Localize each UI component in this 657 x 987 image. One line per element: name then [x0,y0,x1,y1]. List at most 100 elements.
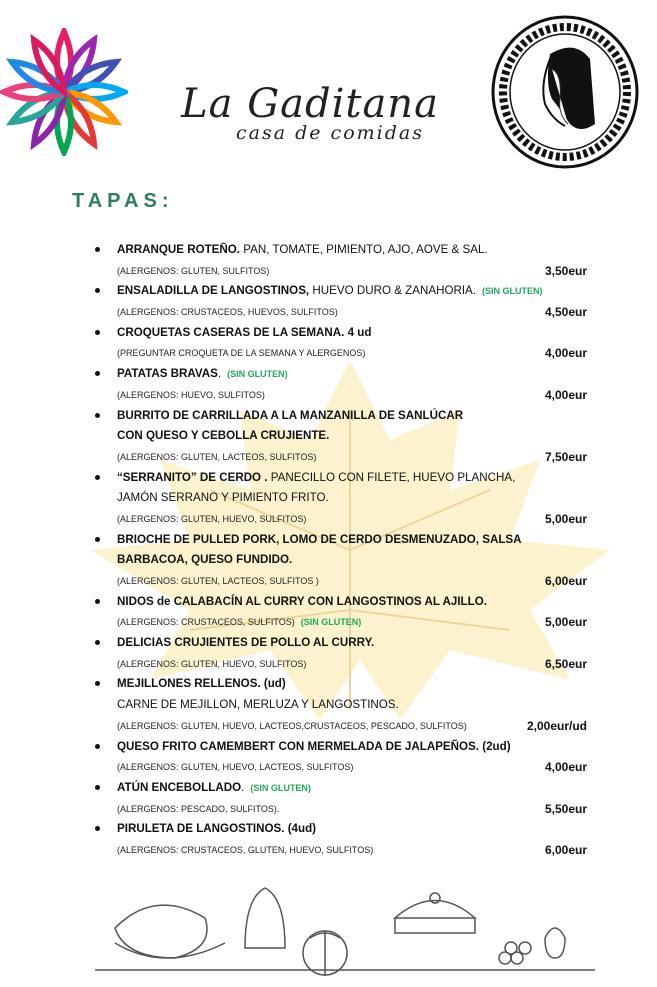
menu-item: QUESO FRITO CAMEMBERT CON MERMELADA DE J… [95,737,587,778]
item-price: 5,00eur [544,615,587,630]
item-allergens: (ALERGENOS: CRUSTACEOS, HUEVOS, SULFITOS… [117,307,338,318]
item-price: 4,00eur [544,387,587,402]
item-allergens: (ALERGENOS: GLUTEN, LACTEOS, SULFITOS) [117,451,317,462]
multicolor-flower-logo [0,28,128,156]
item-description: JAMÓN SERRANO Y PIMIENTO FRITO. [117,491,329,505]
menu-item: NIDOS de CALABACÍN AL CURRY CON LANGOSTI… [95,592,587,633]
item-allergens: (ALERGENOS: CRUSTACEOS, SULFITOS) [117,617,295,628]
maple-leaf-background [90,360,610,720]
item-line: BARBACOA, QUESO FUNDIDO. [117,550,587,571]
menu-item: BRIOCHE DE PULLED PORK, LOMO DE CERDO DE… [95,530,587,592]
item-line: CARNE DE MEJILLON, MERLUZA Y LANGOSTINOS… [117,695,587,716]
item-line: BURRITO DE CARRILLADA A LA MANZANILLA DE… [117,406,587,427]
item-allergens: (ALERGENOS: GLUTEN, SULFITOS) [117,265,270,276]
brand-subtitle: casa de comidas [236,122,424,144]
item-name: ARRANQUE ROTEÑO. [117,243,241,256]
item-price: 4,50eur [544,305,587,320]
allergen-line: (ALERGENOS: GLUTEN, HUEVO, SULFITOS) 5,00… [117,509,587,530]
item-price: 6,50eur [544,656,587,671]
brand-name: La Gaditana [181,81,439,127]
item-line: DELICIAS CRUJIENTES DE POLLO AL CURRY. [117,633,587,654]
item-name: NIDOS de CALABACÍN AL CURRY CON LANGOSTI… [117,594,487,608]
item-allergens: (ALERGENOS: GLUTEN, HUEVO, SULFITOS) [117,513,307,524]
item-price: 2,00eur/ud [526,718,587,733]
sin-gluten-badge: (SIN GLUTEN) [250,782,311,793]
item-price: 4,00eur [544,760,587,775]
allergen-line: (ALERGENOS: PESCADO, SULFITOS). 5,50eur [117,799,587,820]
item-price: 5,00eur [544,511,587,526]
menu-item: ARRANQUE ROTEÑO. PAN, TOMATE, PIMIENTO, … [95,240,587,281]
allergen-line: (ALERGENOS: GLUTEN, LACTEOS, SULFITOS) 7,… [117,447,587,468]
item-line: “SERRANITO” DE CERDO . PANECILLO CON FIL… [117,468,587,489]
menu-item: PIRULETA DE LANGOSTINOS. (4ud) (ALERGENOS… [95,819,587,860]
item-allergens: (PREGUNTAR CROQUETA DE LA SEMANA Y ALERG… [117,348,366,359]
item-name: QUESO FRITO CAMEMBERT CON MERMELADA DE J… [117,739,511,753]
item-description: . [241,780,245,794]
sin-gluten-badge: (SIN GLUTEN) [227,369,288,380]
item-line: JAMÓN SERRANO Y PIMIENTO FRITO. [117,488,587,509]
item-description: . [217,367,222,381]
allergen-line: (ALERGENOS: GLUTEN, SULFITOS) 3,50eur [117,261,587,282]
allergen-line: (ALERGENOS: GLUTEN, HUEVO, SULFITOS) 6,50… [117,654,587,675]
allergen-line: (ALERGENOS: GLUTEN, LACTEOS, SULFITOS ) 6… [117,571,587,592]
item-allergens: (ALERGENOS: GLUTEN, HUEVO, LACTEOS,CRUST… [117,720,467,731]
item-name: DELICIAS CRUJIENTES DE POLLO AL CURRY. [117,636,375,650]
menu-item: DELICIAS CRUJIENTES DE POLLO AL CURRY. (A… [95,633,587,674]
item-allergens: (ALERGENOS: GLUTEN, HUEVO, SULFITOS) [117,658,307,669]
item-allergens: (ALERGENOS: GLUTEN, LACTEOS, SULFITOS ) [117,576,319,586]
item-price: 6,00eur [544,574,587,588]
item-line: ARRANQUE ROTEÑO. PAN, TOMATE, PIMIENTO, … [117,240,587,261]
allergen-line: (ALERGENOS: HUEVO, SULFITOS) 4,00eur [117,385,587,406]
menu-item: CROQUETAS CASERAS DE LA SEMANA. 4 ud (PRE… [95,323,587,364]
allergen-line: (ALERGENOS: CRUSTACEOS, SULFITOS) (SIN GL… [117,612,587,633]
item-description: CARNE DE MEJILLON, MERLUZA Y LANGOSTINOS… [117,698,399,712]
brand-logo: La Gaditana casa de comidas [170,82,450,144]
item-description: HUEVO DURO & ZANAHORIA. [309,284,477,298]
sin-gluten-badge: (SIN GLUTEN) [300,617,362,628]
item-price: 6,00eur [544,842,587,857]
food-line-art-illustration [95,887,595,976]
item-name: BRIOCHE DE PULLED PORK, LOMO DE CERDO DE… [117,532,522,546]
sin-gluten-badge: (SIN GLUTEN) [482,286,543,297]
item-name: MEJILLONES RELLENOS. (ud) [117,677,286,691]
item-name: ENSALADILLA DE LANGOSTINOS, [117,284,310,298]
item-name: BURRITO DE CARRILLADA A LA MANZANILLA DE… [117,408,464,422]
menu-item: MEJILLONES RELLENOS. (ud) CARNE DE MEJILL… [95,674,587,736]
allergen-line: (ALERGENOS: CRUSTACEOS, GLUTEN, HUEVO, S… [117,840,587,861]
allergen-line: (ALERGENOS: GLUTEN, HUEVO, LACTEOS,CRUST… [117,716,587,737]
item-description: PAN, TOMATE, PIMIENTO, AJO, AOVE & SAL. [240,243,488,256]
item-price: 3,50eur [544,263,587,278]
item-name: PIRULETA DE LANGOSTINOS. (4ud) [117,822,317,836]
allergen-line: (ALERGENOS: CRUSTACEOS, HUEVOS, SULFITOS… [117,302,587,323]
cameo-portrait-logo [491,15,639,169]
menu-item: “SERRANITO” DE CERDO . PANECILLO CON FIL… [95,468,587,530]
menu-item: ENSALADILLA DE LANGOSTINOS, HUEVO DURO &… [95,281,587,322]
menu-item: BURRITO DE CARRILLADA A LA MANZANILLA DE… [95,406,587,468]
item-allergens: (ALERGENOS: HUEVO, SULFITOS) [117,389,265,400]
item-name: ATÚN ENCEBOLLADO [117,780,242,794]
allergen-line: (PREGUNTAR CROQUETA DE LA SEMANA Y ALERG… [117,343,587,364]
item-name: “SERRANITO” DE CERDO . [117,470,268,484]
menu-item: PATATAS BRAVAS. (SIN GLUTEN) (ALERGENOS: H… [95,364,587,405]
item-line: ENSALADILLA DE LANGOSTINOS, HUEVO DURO &… [117,281,587,302]
item-line: NIDOS de CALABACÍN AL CURRY CON LANGOSTI… [117,592,587,613]
item-line: PIRULETA DE LANGOSTINOS. (4ud) [117,819,587,840]
item-name: CON QUESO Y CEBOLLA CRUJIENTE. [117,429,330,443]
item-line: BRIOCHE DE PULLED PORK, LOMO DE CERDO DE… [117,530,587,551]
item-allergens: (ALERGENOS: GLUTEN, HUEVO, LACTEOS, SULF… [117,762,354,773]
item-description: PANECILLO CON FILETE, HUEVO PLANCHA, [267,470,516,484]
item-line: CROQUETAS CASERAS DE LA SEMANA. 4 ud [117,323,587,344]
item-line: ATÚN ENCEBOLLADO. (SIN GLUTEN) [117,778,587,799]
item-price: 5,50eur [544,801,587,816]
item-price: 4,00eur [544,346,587,361]
item-price: 7,50eur [544,449,587,464]
item-line: MEJILLONES RELLENOS. (ud) [117,674,587,695]
menu-item: ATÚN ENCEBOLLADO. (SIN GLUTEN) (ALERGENOS:… [95,778,587,819]
item-line: QUESO FRITO CAMEMBERT CON MERMELADA DE J… [117,737,587,758]
item-line: CON QUESO Y CEBOLLA CRUJIENTE. [117,426,587,447]
section-title-tapas: TAPAS: [72,190,174,212]
item-name: CROQUETAS CASERAS DE LA SEMANA. 4 ud [117,325,372,339]
flower-petal [30,33,68,99]
allergen-line: (ALERGENOS: GLUTEN, HUEVO, LACTEOS, SULF… [117,757,587,778]
item-name: BARBACOA, QUESO FUNDIDO. [117,553,293,567]
